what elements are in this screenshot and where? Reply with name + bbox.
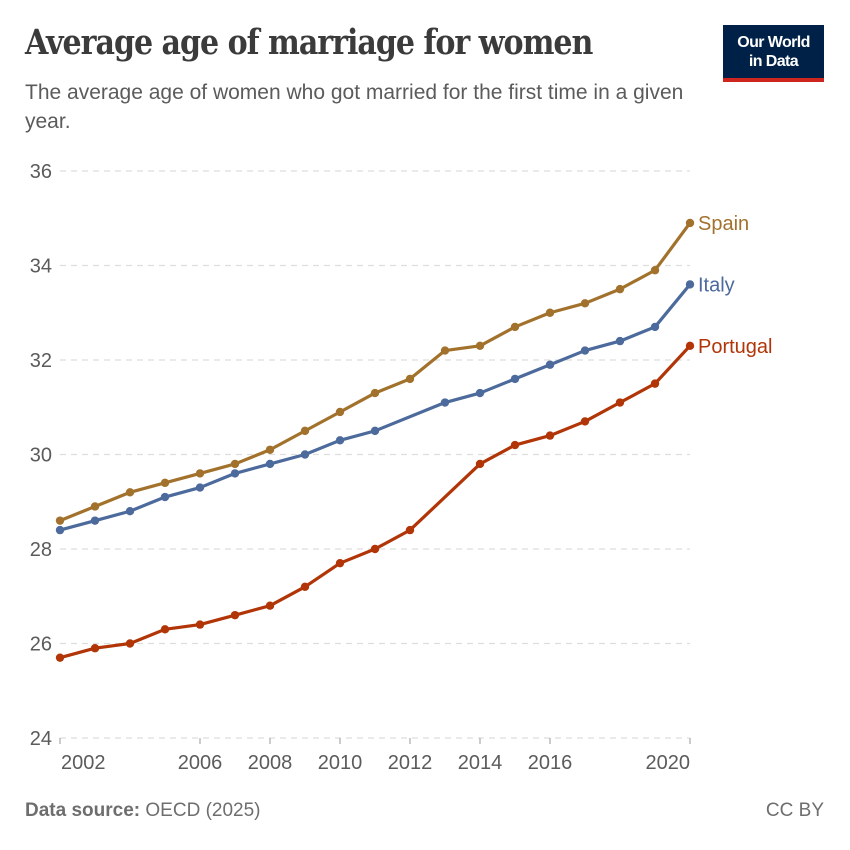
series-line-portugal[interactable]	[58, 344, 692, 660]
data-point-italy[interactable]	[195, 483, 205, 492]
y-tick-label: 28	[30, 539, 52, 561]
data-point-spain[interactable]	[230, 459, 240, 469]
x-tick-label: 2006	[178, 752, 223, 774]
y-tick-label: 36	[30, 161, 52, 183]
series-labels: Spain Italy Portugal	[698, 213, 773, 358]
x-tick-label: 2008	[248, 752, 293, 774]
chart-subtitle: The average age of women who got married…	[25, 81, 684, 133]
data-point-spain[interactable]	[475, 341, 485, 351]
data-point-spain[interactable]	[510, 322, 520, 332]
data-point-spain[interactable]	[300, 426, 310, 436]
series-line-spain[interactable]	[58, 221, 692, 523]
data-source-label: Data source:	[25, 800, 141, 821]
data-point-portugal[interactable]	[195, 620, 205, 629]
data-point-italy[interactable]	[90, 516, 100, 525]
series-label-italy[interactable]: Italy	[698, 274, 735, 296]
data-point-spain[interactable]	[195, 469, 205, 478]
data-point-italy[interactable]	[475, 388, 485, 398]
gridlines	[60, 170, 690, 739]
data-point-spain[interactable]	[440, 346, 450, 355]
series-line-italy[interactable]	[58, 282, 692, 532]
data-point-italy[interactable]	[335, 436, 345, 445]
data-point-portugal[interactable]	[265, 601, 275, 610]
y-axis: 24 26 28 30 32 34 36	[30, 161, 52, 750]
data-point-portugal[interactable]	[335, 558, 345, 568]
x-tick-label: 2012	[388, 752, 433, 774]
data-point-italy[interactable]	[125, 507, 135, 516]
data-point-spain[interactable]	[125, 488, 135, 497]
data-point-italy[interactable]	[685, 280, 695, 289]
data-point-italy[interactable]	[160, 492, 170, 502]
y-tick-label: 26	[30, 634, 52, 656]
y-tick-label: 34	[30, 256, 52, 278]
x-tick-label: 2020	[646, 752, 691, 774]
y-tick-label: 24	[30, 728, 52, 750]
data-point-spain[interactable]	[55, 516, 65, 525]
x-tick-label: 2014	[458, 752, 503, 774]
data-point-italy[interactable]	[55, 525, 65, 535]
data-source-value[interactable]: OECD (2025)	[145, 800, 261, 821]
data-point-spain[interactable]	[615, 284, 625, 294]
data-point-portugal[interactable]	[125, 639, 135, 648]
data-point-portugal[interactable]	[650, 379, 660, 388]
data-point-spain[interactable]	[650, 266, 660, 275]
y-tick-label: 32	[30, 350, 52, 372]
data-point-spain[interactable]	[405, 374, 415, 384]
data-point-portugal[interactable]	[685, 341, 695, 351]
x-tick-label: 2010	[318, 752, 363, 774]
series-label-spain[interactable]: Spain	[698, 213, 749, 235]
data-point-italy[interactable]	[370, 426, 380, 436]
data-point-portugal[interactable]	[370, 544, 380, 554]
data-point-portugal[interactable]	[230, 610, 240, 620]
data-point-italy[interactable]	[615, 336, 625, 346]
data-point-spain[interactable]	[370, 388, 380, 398]
data-point-italy[interactable]	[510, 374, 520, 384]
chart-title: Average age of marriage for women	[25, 22, 593, 63]
license[interactable]: CC BY	[765, 800, 824, 821]
data-point-italy[interactable]	[230, 469, 240, 478]
data-point-spain[interactable]	[545, 308, 555, 317]
x-tick-label: 2002	[61, 752, 106, 774]
data-point-portugal[interactable]	[90, 644, 100, 653]
y-tick-label: 30	[30, 445, 52, 467]
x-tick-label: 2016	[528, 752, 573, 774]
data-point-italy[interactable]	[300, 450, 310, 459]
logo-line-1: Our World	[737, 33, 810, 51]
data-point-spain[interactable]	[580, 299, 590, 308]
data-point-italy[interactable]	[580, 346, 590, 355]
x-axis: 2002 2006 2008 2010 2012 2014 2016 2020	[59, 738, 691, 774]
data-point-portugal[interactable]	[580, 417, 590, 426]
data-point-italy[interactable]	[545, 360, 555, 369]
series	[55, 218, 695, 662]
data-point-italy[interactable]	[650, 322, 660, 332]
data-point-portugal[interactable]	[615, 398, 625, 407]
data-point-portugal[interactable]	[510, 440, 520, 450]
data-point-italy[interactable]	[265, 459, 275, 469]
series-label-portugal[interactable]: Portugal	[698, 336, 773, 358]
data-point-portugal[interactable]	[160, 625, 170, 634]
data-point-portugal[interactable]	[55, 653, 65, 662]
data-point-spain[interactable]	[160, 478, 170, 488]
data-point-portugal[interactable]	[405, 525, 415, 535]
data-point-portugal[interactable]	[545, 431, 555, 440]
data-point-spain[interactable]	[265, 445, 275, 454]
data-point-portugal[interactable]	[300, 582, 310, 591]
owid-logo[interactable]: Our World in Data	[723, 25, 824, 82]
data-point-spain[interactable]	[335, 407, 345, 417]
data-point-spain[interactable]	[90, 502, 100, 511]
data-point-portugal[interactable]	[475, 459, 485, 469]
data-point-spain[interactable]	[685, 218, 695, 228]
logo-line-2: in Data	[748, 52, 799, 70]
data-source: Data source: OECD (2025)	[25, 800, 261, 822]
data-point-italy[interactable]	[440, 398, 450, 407]
